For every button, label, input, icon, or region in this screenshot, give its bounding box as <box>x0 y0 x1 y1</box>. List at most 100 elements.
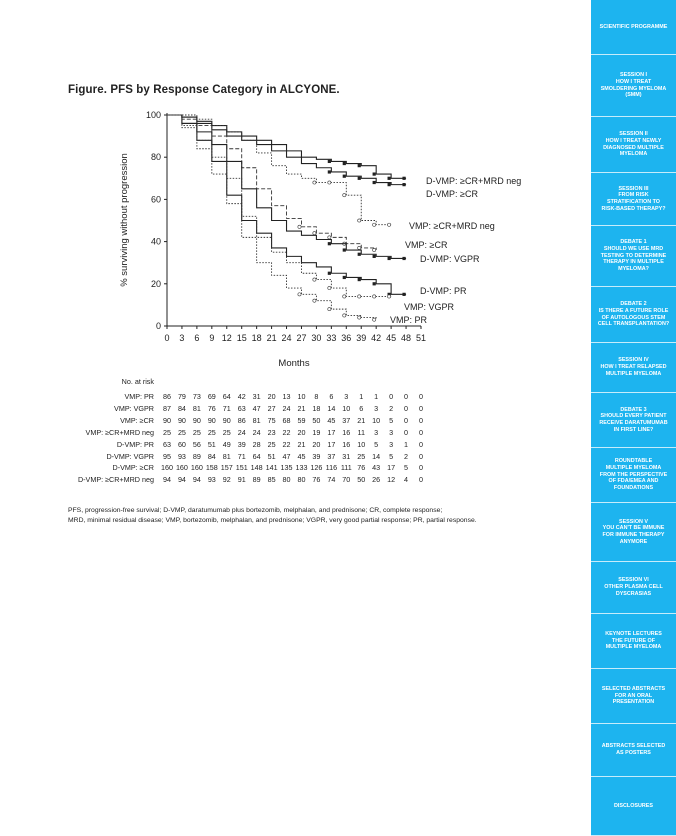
sidebar-item-11[interactable]: SESSION VI OTHER PLASMA CELL DYSCRASIAS <box>591 562 676 614</box>
risk-cell: 68 <box>282 415 291 425</box>
risk-cell: 81 <box>252 415 261 425</box>
risk-cell: 90 <box>222 415 231 425</box>
series-line-7 <box>167 114 377 320</box>
risk-cell: 1 <box>374 392 379 401</box>
risk-cell: 25 <box>177 427 186 437</box>
risk-cell: 84 <box>177 403 186 413</box>
risk-cell: 157 <box>220 463 233 473</box>
y-tick-label: 80 <box>151 152 161 162</box>
censor-mark <box>327 235 332 240</box>
x-tick-label: 51 <box>416 333 426 343</box>
risk-row-label: D-VMP: VGPR <box>106 451 154 461</box>
y-tick-label: 40 <box>151 237 161 247</box>
risk-cell: 31 <box>342 451 351 461</box>
censor-mark <box>327 180 332 185</box>
censor-mark <box>387 222 392 227</box>
sidebar-item-8[interactable]: DEBATE 3 SHOULD EVERY PATIENT RECEIVE DARA… <box>591 393 676 448</box>
risk-cell: 2 <box>404 451 409 461</box>
sidebar-item-label: DEBATE 3 SHOULD EVERY PATIENT RECEIVE DARA… <box>599 406 668 433</box>
censor-mark <box>372 180 376 185</box>
risk-cell: 87 <box>163 403 171 413</box>
sidebar-item-5[interactable]: DEBATE 1 SHOULD WE USE MRD TESTING TO DETE… <box>591 226 676 287</box>
risk-table-header: No. at risk <box>121 377 154 386</box>
risk-cell: 94 <box>177 475 186 485</box>
censor-mark <box>327 242 331 246</box>
sidebar-item-14[interactable]: ABSTRACTS SELECTED AS POSTERS <box>591 724 676 777</box>
risk-cell: 94 <box>163 475 171 485</box>
risk-cell: 39 <box>237 439 246 449</box>
risk-cell: 0 <box>419 427 423 437</box>
sidebar-item-7[interactable]: SESSION IV HOW I TREAT RELAPSED MULTIPLE M… <box>591 343 676 393</box>
risk-cell: 160 <box>175 463 188 473</box>
censor-mark <box>372 248 377 252</box>
censor-mark <box>342 174 346 178</box>
sidebar-item-12[interactable]: KEYNOTE LECTURES THE FUTURE OF MULTIPLE MY… <box>591 614 676 669</box>
censor-mark <box>342 275 346 280</box>
risk-cell: 5 <box>404 463 409 473</box>
risk-cell: 70 <box>342 475 351 485</box>
series-label-6: VMP: VGPR <box>404 302 455 312</box>
x-tick-label: 15 <box>237 333 247 343</box>
sidebar-item-label: SELECTED ABSTRACTS FOR AN ORAL PRESENTATIO… <box>601 685 666 706</box>
risk-cell: 64 <box>252 451 261 461</box>
risk-cell: 64 <box>222 392 231 401</box>
risk-cell: 81 <box>222 451 231 461</box>
sidebar-item-6[interactable]: DEBATE 2 IS THERE A FUTURE ROLE OF AUTOLOG… <box>591 287 676 343</box>
censor-mark <box>372 222 377 227</box>
sidebar-item-4[interactable]: SESSION III FROM RISK STRATIFICATION TO RIS… <box>591 173 676 226</box>
risk-cell: 0 <box>419 463 423 473</box>
risk-cell: 20 <box>312 439 321 449</box>
series-line-0 <box>167 114 407 179</box>
risk-cell: 3 <box>389 439 394 449</box>
sidebar-item-label: ROUNDTABLE MULTIPLE MYELOMA FROM THE PERSP… <box>599 458 668 492</box>
risk-cell: 49 <box>222 439 231 449</box>
censor-mark <box>357 277 361 282</box>
sidebar-item-label: DEBATE 1 SHOULD WE USE MRD TESTING TO DETE… <box>600 239 667 273</box>
risk-cell: 22 <box>282 427 291 437</box>
risk-cell: 63 <box>163 439 171 449</box>
series-label-7: VMP: PR <box>390 315 428 325</box>
censor-mark <box>327 307 332 312</box>
risk-cell: 4 <box>404 475 409 485</box>
sidebar-item-10[interactable]: SESSION V YOU CAN'T BE IMMUNE FOR IMMUNE T… <box>591 503 676 562</box>
risk-cell: 3 <box>374 427 379 437</box>
censor-mark <box>357 246 362 250</box>
risk-cell: 25 <box>192 427 201 437</box>
series-line-3 <box>167 114 377 251</box>
risk-cell: 3 <box>389 427 394 437</box>
sidebar-item-9[interactable]: ROUNDTABLE MULTIPLE MYELOMA FROM THE PERSP… <box>591 448 676 503</box>
censor-mark <box>402 256 406 261</box>
risk-cell: 74 <box>327 475 336 485</box>
sidebar-item-1[interactable]: SCIENTIFIC PROGRAMME <box>591 0 676 55</box>
risk-cell: 151 <box>235 463 248 473</box>
risk-row-label: D-VMP: ≥CR+MRD neg <box>77 475 154 485</box>
sidebar-item-label: SESSION III FROM RISK STRATIFICATION TO RIS… <box>601 185 666 212</box>
risk-cell: 3 <box>374 403 379 413</box>
censor-mark <box>342 248 346 252</box>
censor-mark <box>312 180 317 185</box>
censor-mark <box>402 176 406 180</box>
sidebar-item-label: DEBATE 2 IS THERE A FUTURE ROLE OF AUTOLOG… <box>597 301 670 328</box>
sidebar-item-15[interactable]: DISCLOSURES <box>591 777 676 836</box>
series-label-0: D-VMP: ≥CR+MRD neg <box>426 176 521 186</box>
risk-cell: 6 <box>359 403 364 413</box>
censor-mark <box>387 183 391 187</box>
risk-row-label: VMP: PR <box>124 392 154 401</box>
risk-cell: 90 <box>192 415 201 425</box>
risk-cell: 23 <box>267 427 276 437</box>
censor-mark <box>402 183 406 187</box>
sidebar-item-13[interactable]: SELECTED ABSTRACTS FOR AN ORAL PRESENTATIO… <box>591 669 676 724</box>
risk-cell: 0 <box>419 439 423 449</box>
risk-cell: 76 <box>312 475 321 485</box>
chart-series <box>167 114 407 322</box>
sidebar-item-2[interactable]: SESSION I HOW I TREAT SMOLDERING MYELOMA (S… <box>591 55 676 117</box>
sidebar-item-3[interactable]: SESSION II HOW I TREAT NEWLY DIAGNOSED MUL… <box>591 117 676 173</box>
censor-mark <box>342 313 347 318</box>
risk-cell: 158 <box>205 463 218 473</box>
censor-mark <box>357 294 362 299</box>
x-tick-label: 24 <box>282 333 292 343</box>
x-axis-label: Months <box>278 358 309 369</box>
risk-cell: 0 <box>419 451 423 461</box>
y-tick-label: 60 <box>151 194 161 204</box>
